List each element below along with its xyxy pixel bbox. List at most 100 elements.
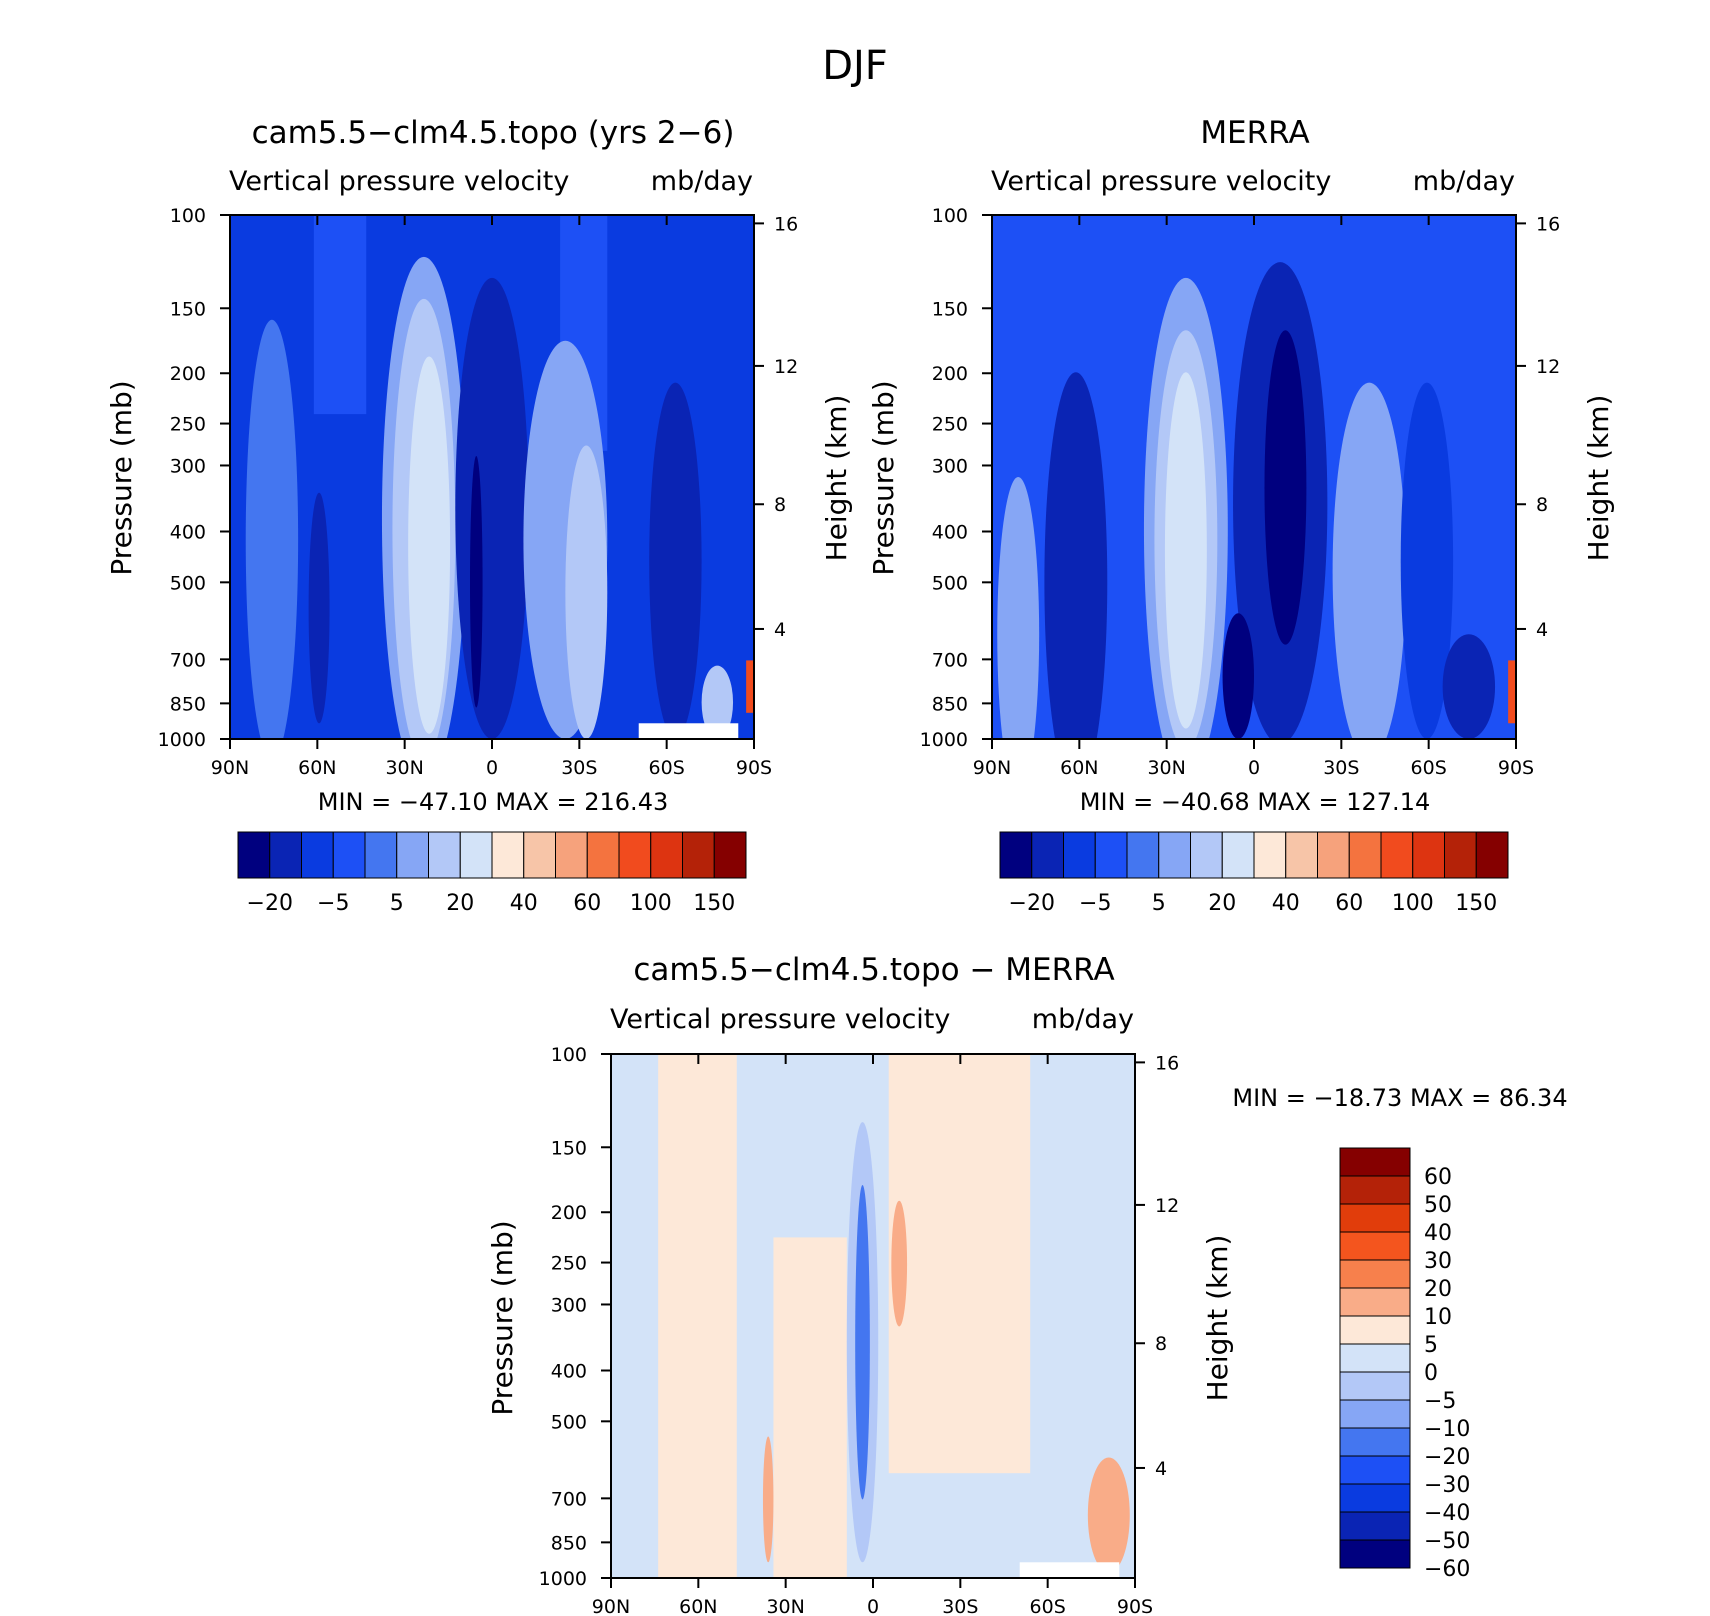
y-right-tick-label: 4 (774, 619, 786, 641)
panel-difference-field (611, 1054, 1135, 1578)
y-right-tick-label: 16 (774, 213, 798, 235)
y-tick-label: 300 (932, 455, 968, 477)
colorbar-label: −20 (1424, 1445, 1470, 1470)
colorbar-swatch (1031, 831, 1064, 879)
x-tick-label: 60S (649, 757, 685, 779)
colorbar-label: 40 (1424, 1221, 1452, 1246)
colorbar-swatch (269, 831, 302, 879)
x-tick-label: 90N (973, 757, 1011, 779)
colorbar-label: −40 (1424, 1501, 1470, 1526)
y-right-tick-label: 16 (1155, 1052, 1179, 1074)
colorbar-swatch (491, 831, 525, 879)
colorbar-swatch (1475, 831, 1509, 879)
panel-merra-ylabel: Pressure (mb) (867, 380, 900, 575)
x-tick-label: 0 (486, 757, 498, 779)
colorbar-swatch (396, 831, 429, 879)
y-tick-label: 700 (932, 649, 968, 671)
y-tick-label: 250 (170, 414, 206, 436)
x-tick-label: 30S (561, 757, 597, 779)
x-tick-label: 60S (1411, 757, 1447, 779)
field-region (1442, 634, 1496, 739)
panel-merra-subtitle-left: Vertical pressure velocity (991, 166, 1331, 197)
field-region (308, 492, 330, 724)
field-missing (1019, 1562, 1120, 1578)
field-region (408, 356, 451, 734)
colorbar-swatch (1339, 1315, 1411, 1345)
panel-model-min-max: MIN = −47.10 MAX = 216.43 (318, 788, 668, 816)
colorbar-swatch (1285, 831, 1318, 879)
field-region (701, 665, 734, 739)
figure-title: DJF (822, 43, 888, 89)
y-right-tick-label: 8 (774, 494, 786, 516)
panel-model-field (230, 215, 754, 739)
colorbar-swatch (1094, 831, 1128, 879)
panel-model-subtitle-right: mb/day (651, 166, 753, 197)
colorbar-swatch (1380, 831, 1414, 879)
field-region (997, 477, 1040, 739)
panel-difference-ylabel: Pressure (mb) (486, 1220, 519, 1415)
panel-model-ylabel-right: Height (km) (820, 395, 853, 562)
x-tick-label: 60N (298, 757, 336, 779)
y-tick-label: 150 (551, 1137, 587, 1159)
colorbar-swatch (1190, 831, 1223, 879)
field-region (1264, 330, 1307, 645)
colorbar-swatch (555, 831, 588, 879)
panel-difference-ylabel-right: Height (km) (1201, 1235, 1234, 1402)
colorbar-label: 5 (390, 891, 404, 916)
y-tick-label: 500 (170, 572, 206, 594)
y-tick-label: 1000 (539, 1568, 587, 1590)
colorbar-label: 150 (1455, 891, 1497, 916)
colorbar-label: 20 (1424, 1277, 1452, 1302)
colorbar-swatch (713, 831, 747, 879)
x-tick-label: 60N (1060, 757, 1098, 779)
panel-model: 90N 60N 30N 0 30S 60S 90S 100 150 200 250 300 400 500… (105, 115, 853, 916)
panel-merra-min-max: MIN = −40.68 MAX = 127.14 (1080, 788, 1430, 816)
colorbar-label: 40 (1272, 891, 1300, 916)
y-tick-label: 500 (932, 572, 968, 594)
panel-model-colorbar: −20 −5 5 20 40 60 100 150 (237, 831, 747, 916)
y-tick-label: 1000 (158, 729, 206, 751)
field-shading-1 (992, 215, 1516, 739)
colorbar-label: −5 (1424, 1389, 1456, 1414)
x-tick-label: 0 (1248, 757, 1260, 779)
y-tick-label: 100 (551, 1044, 587, 1066)
x-tick-label: 90N (592, 1596, 630, 1616)
colorbar-label: 20 (446, 891, 474, 916)
panel-merra-axes: 90N 60N 30N 0 30S 60S 90S 100 150 200 250 300 400 500… (920, 205, 1561, 779)
colorbar-swatch (332, 831, 366, 879)
colorbar-swatch (1339, 1511, 1411, 1541)
x-tick-label: 0 (867, 1596, 879, 1616)
x-tick-label: 30S (942, 1596, 978, 1616)
panel-merra-colorbar: −20 −5 5 20 40 60 100 150 (999, 831, 1509, 916)
colorbar-swatch (1348, 831, 1382, 879)
colorbar-label: −20 (1009, 891, 1055, 916)
y-tick-label: 100 (932, 205, 968, 227)
panel-difference-subtitle-left: Vertical pressure velocity (610, 1004, 950, 1035)
colorbar-swatch (618, 831, 652, 879)
field-region (1164, 372, 1207, 729)
colorbar-label: 60 (573, 891, 601, 916)
colorbar-label: 100 (1392, 891, 1434, 916)
colorbar-label: 0 (1424, 1361, 1438, 1386)
colorbar-label: −50 (1424, 1529, 1470, 1554)
y-tick-label: 400 (170, 521, 206, 543)
y-tick-label: 150 (932, 298, 968, 320)
field-region (1508, 660, 1516, 724)
x-tick-label: 30S (1323, 757, 1359, 779)
field-region (891, 1200, 908, 1327)
field-shading-2 (611, 1054, 1135, 1578)
y-right-tick-label: 8 (1155, 1333, 1167, 1355)
colorbar-label: 50 (1424, 1193, 1452, 1218)
colorbar-swatch (1339, 1287, 1411, 1317)
panel-difference-min-max: MIN = −18.73 MAX = 86.34 (1232, 1084, 1567, 1112)
colorbar-swatch (650, 831, 683, 879)
x-tick-label: 30N (766, 1596, 804, 1616)
field-region (649, 382, 702, 739)
colorbar-label: 150 (693, 891, 735, 916)
colorbar-label: 100 (630, 891, 672, 916)
y-tick-label: 150 (170, 298, 206, 320)
field-region (469, 456, 483, 708)
colorbar-swatch (1221, 831, 1255, 879)
y-tick-label: 400 (932, 521, 968, 543)
x-tick-label: 90S (736, 757, 772, 779)
